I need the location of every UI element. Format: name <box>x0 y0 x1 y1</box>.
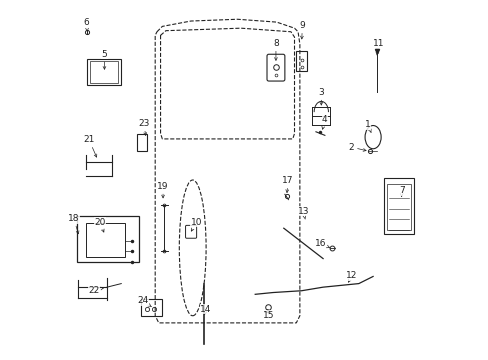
Text: 1: 1 <box>364 120 370 132</box>
Text: 22: 22 <box>88 285 103 294</box>
Text: 11: 11 <box>372 39 384 55</box>
Text: 9: 9 <box>299 21 305 39</box>
Text: 12: 12 <box>346 271 357 282</box>
Text: 17: 17 <box>282 176 293 193</box>
Text: 5: 5 <box>102 50 107 69</box>
Text: 24: 24 <box>137 296 151 306</box>
Text: 21: 21 <box>83 135 97 157</box>
Text: 13: 13 <box>297 207 308 219</box>
Text: 19: 19 <box>157 182 168 198</box>
Text: 20: 20 <box>94 218 105 232</box>
Text: 18: 18 <box>68 214 80 234</box>
Text: 8: 8 <box>272 39 278 60</box>
Text: 16: 16 <box>314 239 329 248</box>
Text: 10: 10 <box>190 218 202 231</box>
Text: 7: 7 <box>398 186 404 196</box>
Text: 14: 14 <box>200 305 211 315</box>
Text: 2: 2 <box>348 143 366 152</box>
Text: 23: 23 <box>138 119 149 135</box>
Text: 3: 3 <box>318 88 324 105</box>
Text: 6: 6 <box>83 18 89 31</box>
Text: 4: 4 <box>321 116 327 129</box>
Text: 15: 15 <box>263 309 274 320</box>
